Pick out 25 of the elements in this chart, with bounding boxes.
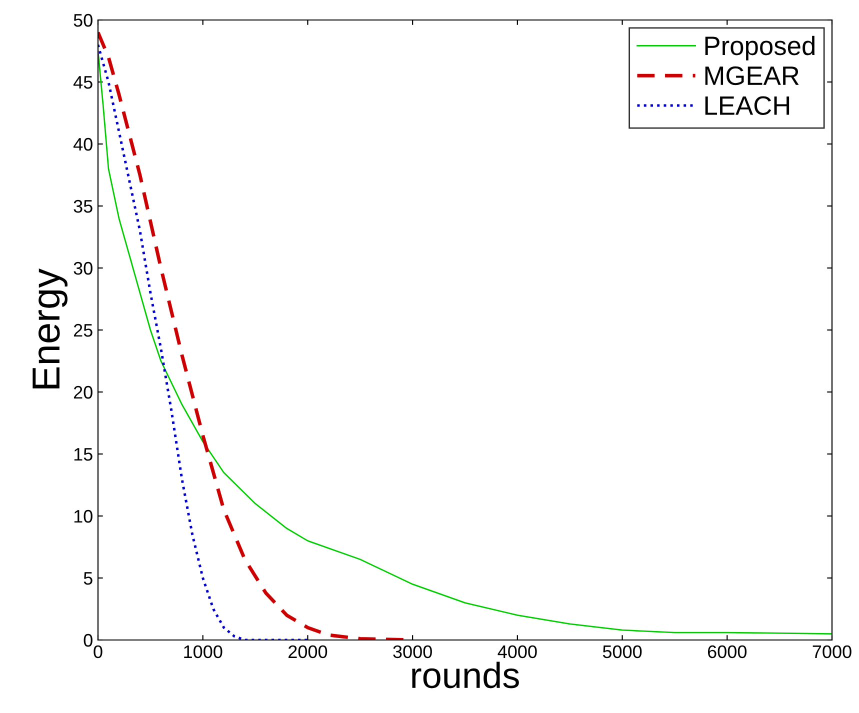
y-tick-label: 15 [74,448,92,461]
y-tick-label: 35 [74,200,92,213]
x-tick-label: 5000 [602,645,642,658]
line-series [98,44,309,640]
y-tick-label: 40 [73,138,92,151]
x-tick-label: 3000 [393,645,432,658]
legend-label: LEACH [705,96,790,115]
x-tick-label: 7000 [812,645,852,658]
x-tick-label: 1000 [184,645,222,658]
y-tick-label: 45 [73,76,92,89]
y-tick-label: 0 [84,634,92,647]
x-tick-label: 6000 [708,645,747,658]
x-axis-title: rounds [412,662,519,688]
y-tick-label: 5 [84,572,92,585]
y-tick-label: 10 [74,510,92,523]
y-tick-label: 30 [74,262,92,275]
y-axis-title: Energy [32,268,68,388]
legend-label: MGEAR [705,66,799,86]
x-tick-label: 2000 [288,645,328,658]
y-tick-label: 25 [74,324,92,337]
y-tick-label: 50 [74,14,92,27]
y-tick-label: 20 [74,386,92,399]
legend-label: Proposed [705,36,814,60]
x-tick-label: 4000 [498,645,537,658]
x-tick-label: 0 [94,645,102,658]
